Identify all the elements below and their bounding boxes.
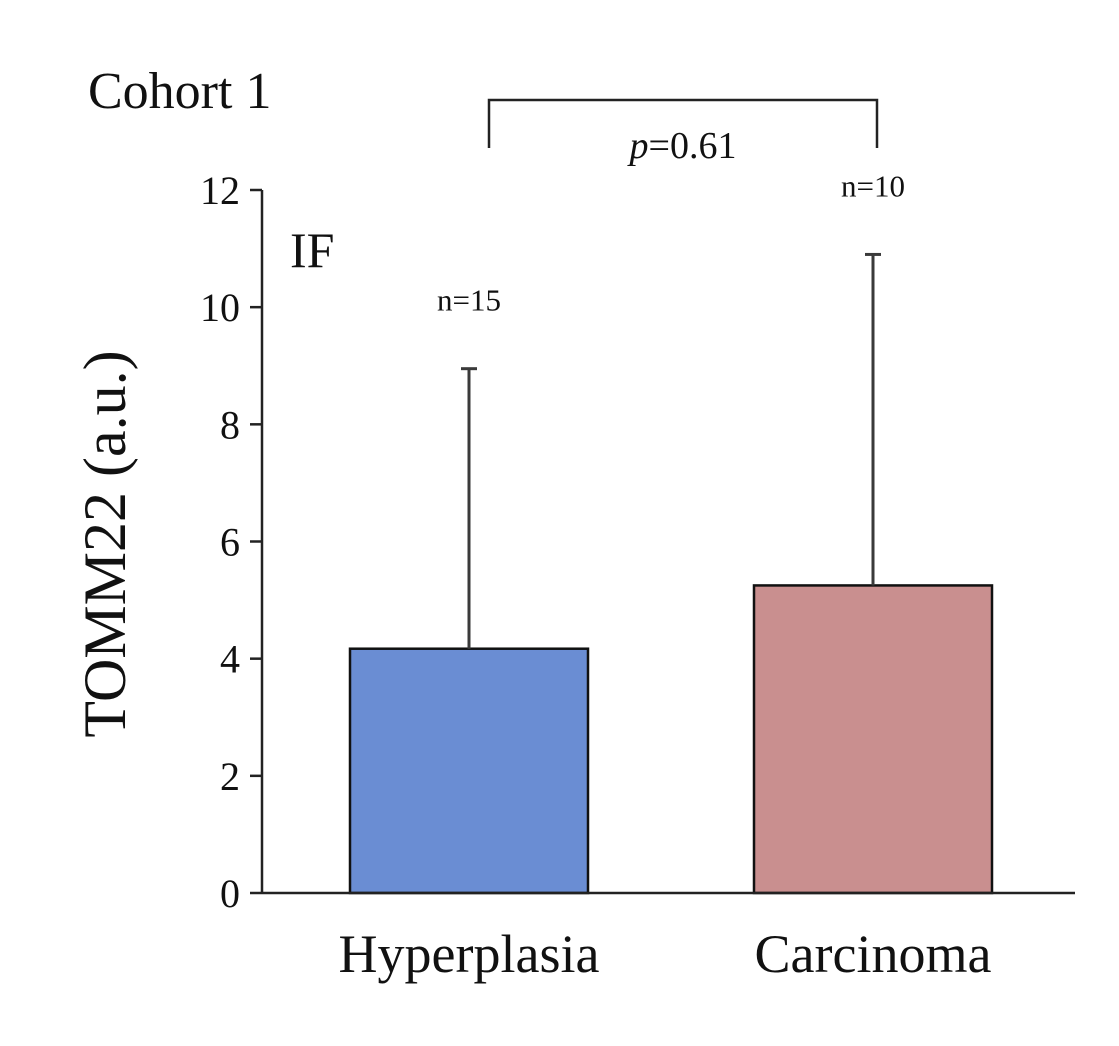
panel-label: IF <box>290 222 334 278</box>
y-tick-label: 12 <box>200 168 240 213</box>
bar-carcinoma <box>752 584 994 895</box>
error-bars-layer <box>461 252 881 649</box>
y-tick-label: 2 <box>220 754 240 799</box>
sample-size-label: n=10 <box>841 168 905 203</box>
significance-bracket: p=0.61 <box>487 98 879 167</box>
y-tick-label: 4 <box>220 637 240 682</box>
y-tick-label: 10 <box>200 285 240 330</box>
bracket-line <box>487 98 879 148</box>
x-tick-label-hyperplasia: Hyperplasia <box>339 924 600 984</box>
y-tick-label: 8 <box>220 402 240 447</box>
sample-size-label: n=15 <box>437 283 501 318</box>
labels-layer: 0 2 4 6 8 10 12 Hyperplasia Carcinoma n=15 n=10 <box>200 168 991 984</box>
y-tick-label: 0 <box>220 871 240 916</box>
y-tick-label: 6 <box>220 520 240 565</box>
p-value: =0.61 <box>649 125 737 167</box>
y-axis-label: TOMM22 (a.u.) <box>72 350 138 737</box>
p-value-label: p=0.61 <box>627 125 737 167</box>
chart-title: Cohort 1 <box>88 63 271 120</box>
bar-hyperplasia <box>348 647 590 895</box>
axes-layer <box>250 188 1075 895</box>
x-tick-label-carcinoma: Carcinoma <box>755 924 992 984</box>
bars-layer <box>348 584 994 895</box>
p-symbol: p <box>627 125 649 167</box>
